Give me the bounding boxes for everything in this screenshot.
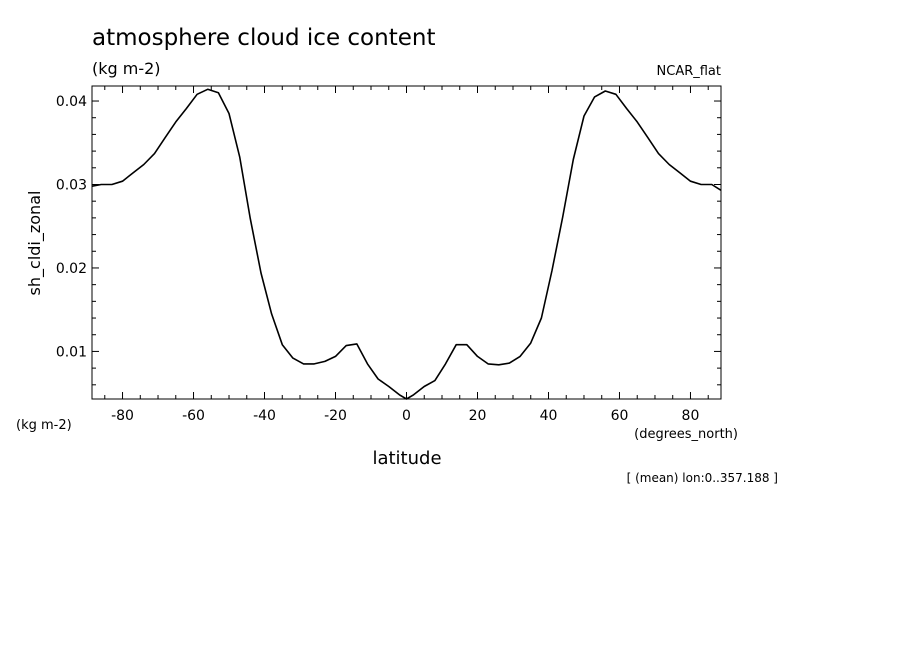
plot-frame — [91, 85, 722, 400]
y-axis-label: sh_cldi_zonal — [25, 191, 45, 296]
x-tick-label: 0 — [402, 408, 411, 424]
x-axis-tick-labels: -80 -60 -40 -20 0 20 40 60 80 — [111, 408, 699, 424]
y-tick-label: 0.03 — [56, 177, 87, 193]
y-tick-label: 0.04 — [56, 94, 87, 110]
y-axis-units: (kg m-2) — [16, 418, 72, 433]
chart-title: atmosphere cloud ice content — [92, 25, 435, 51]
x-tick-label: 60 — [611, 408, 629, 424]
x-tick-label: -20 — [324, 408, 347, 424]
y-tick-label: 0.01 — [56, 344, 87, 360]
y-tick-label: 0.02 — [56, 261, 87, 277]
x-tick-label: 80 — [682, 408, 700, 424]
model-label: NCAR_flat — [657, 64, 721, 79]
series-line — [91, 88, 722, 400]
x-axis-label: latitude — [372, 448, 441, 469]
x-tick-label: 40 — [540, 408, 558, 424]
chart-units: (kg m-2) — [92, 59, 161, 78]
x-axis-ticks — [104, 86, 709, 399]
x-axis-units: (degrees_north) — [634, 427, 738, 442]
x-tick-label: -80 — [111, 408, 134, 424]
x-tick-label: 20 — [469, 408, 487, 424]
footnote: [ (mean) lon:0..357.188 ] — [627, 471, 778, 485]
x-tick-label: -60 — [182, 408, 205, 424]
x-tick-label: -40 — [253, 408, 276, 424]
y-axis-tick-labels: 0.01 0.02 0.03 0.04 — [56, 94, 87, 360]
y-axis-ticks — [92, 100, 721, 386]
